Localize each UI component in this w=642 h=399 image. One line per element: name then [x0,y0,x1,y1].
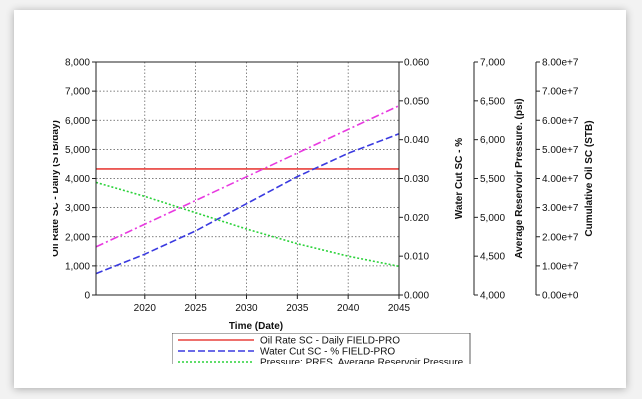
right-tick-label: 8.00e+7 [542,58,579,69]
left-tick-label: 2,000 [65,232,90,243]
right-tick-label: 6,000 [480,135,505,146]
right-tick-label: 0.040 [404,135,429,146]
right-tick-label: 5.00e+7 [542,145,579,156]
legend-box [172,333,471,364]
right-tick-label: 0.050 [404,96,429,107]
series-line [95,104,400,248]
right-tick-label: 5,000 [480,213,505,224]
right-tick-label: 1.00e+7 [542,261,579,272]
right-tick-label: 7,000 [480,58,505,69]
legend-entry: Water Cut SC - % FIELD-PRO [260,347,395,358]
left-tick-label: 6,000 [65,116,90,127]
right-tick-label: 3.00e+7 [542,203,579,214]
right-tick-label: 4.00e+7 [542,174,579,185]
left-axis-label: Oil Rate SC - Daily (STB/day) [50,120,61,257]
series-line [95,133,400,275]
chart-svg: 2020 2025 2030 2035 2040 2045 0 1,000 2,000 3,000… [14,52,595,369]
right-tick-label: 6,500 [480,96,505,107]
x-axis-label: Time (Date) [229,321,283,332]
left-tick-label: 8,000 [65,58,90,69]
right-axis-label: Water Cut SC - % [454,138,465,219]
left-tick-label: 1,000 [65,261,90,272]
left-tick-label: 3,000 [65,203,90,214]
right-tick-label: 0.060 [404,58,429,69]
plot-area [95,104,400,275]
x-tick-label: 2040 [337,303,360,314]
chart-card: 2020 2025 2030 2035 2040 2045 0 1,000 2,000 3,000… [14,10,626,388]
left-tick-label: 4,000 [65,174,90,185]
legend-entry: Pressure: PRES. Average Reservoir Pressu… [260,358,464,369]
x-tick-label: 2030 [235,303,258,314]
right-tick-label: 6.00e+7 [542,116,579,127]
right-tick-label: 0.010 [404,252,429,263]
x-tick-label: 2025 [185,303,208,314]
right-tick-label: 0.030 [404,174,429,185]
grid [96,62,399,295]
right-tick-label: 0.000 [404,291,429,302]
axes: 2020 2025 2030 2035 2040 2045 0 1,000 2,000 3,000… [14,52,595,314]
right-axis-label: Average Reservoir Pressure. (psi) [514,98,525,258]
left-tick-label: 7,000 [65,87,90,98]
right-tick-label: 0.00e+0 [542,291,579,302]
left-tick-label: 5,000 [65,145,90,156]
left-axis-label-mask [14,52,53,305]
right-tick-label: 0.020 [404,213,429,224]
left-tick-label: 0 [84,291,90,302]
x-tick-label: 2035 [286,303,309,314]
right-tick-label: 2.00e+7 [542,232,579,243]
series-line [95,181,400,268]
right-tick-label: 7.00e+7 [542,87,579,98]
right-tick-label: 5,500 [480,174,505,185]
right-axis-label: Cumulative Oil SC (STB) [584,120,595,236]
x-tick-label: 2045 [388,303,411,314]
legend-entry: Oil Rate SC - Daily FIELD-PRO [260,336,400,347]
x-tick-label: 2020 [134,303,157,314]
right-tick-label: 4,000 [480,291,505,302]
right-tick-label: 4,500 [480,252,505,263]
